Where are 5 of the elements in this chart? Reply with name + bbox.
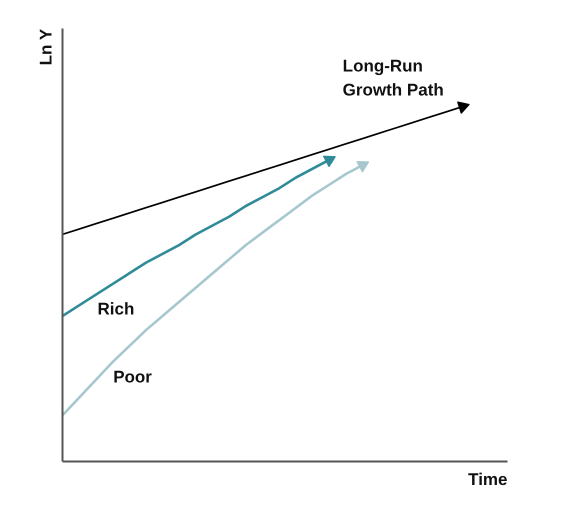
series-label: Long-Run Growth Path — [342, 56, 444, 100]
x-axis-title: Time — [468, 470, 508, 489]
series-label: Poor — [113, 368, 152, 387]
series-label: Rich — [98, 300, 134, 319]
y-axis-title: Ln Y — [36, 28, 56, 66]
